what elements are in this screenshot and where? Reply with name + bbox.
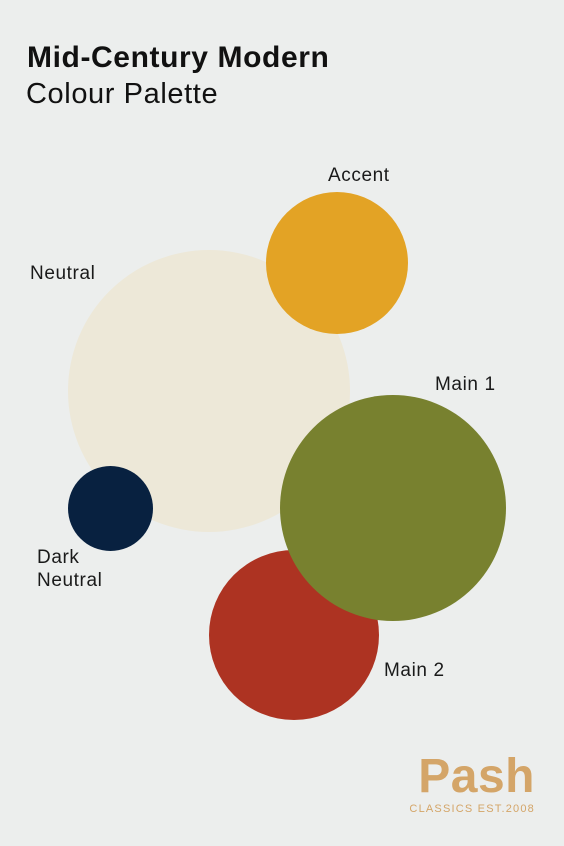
swatch-dark-neutral	[68, 466, 153, 551]
label-main-1: Main 1	[435, 374, 496, 395]
swatch-accent	[266, 192, 408, 334]
label-main-2: Main 2	[384, 660, 445, 681]
brand-logo: Pash CLASSICS EST.2008	[409, 752, 535, 816]
poster-subtitle: Colour Palette	[26, 78, 219, 110]
label-dark-neutral-line2: Neutral	[37, 570, 103, 591]
poster-title: Mid-Century Modern	[27, 41, 330, 74]
brand-tagline: CLASSICS EST.2008	[409, 803, 535, 815]
label-dark-neutral-line1: Dark	[37, 547, 80, 568]
label-accent: Accent	[328, 165, 390, 186]
label-neutral: Neutral	[30, 263, 96, 284]
brand-name: Pash	[418, 750, 535, 803]
swatch-main-1	[280, 395, 506, 621]
